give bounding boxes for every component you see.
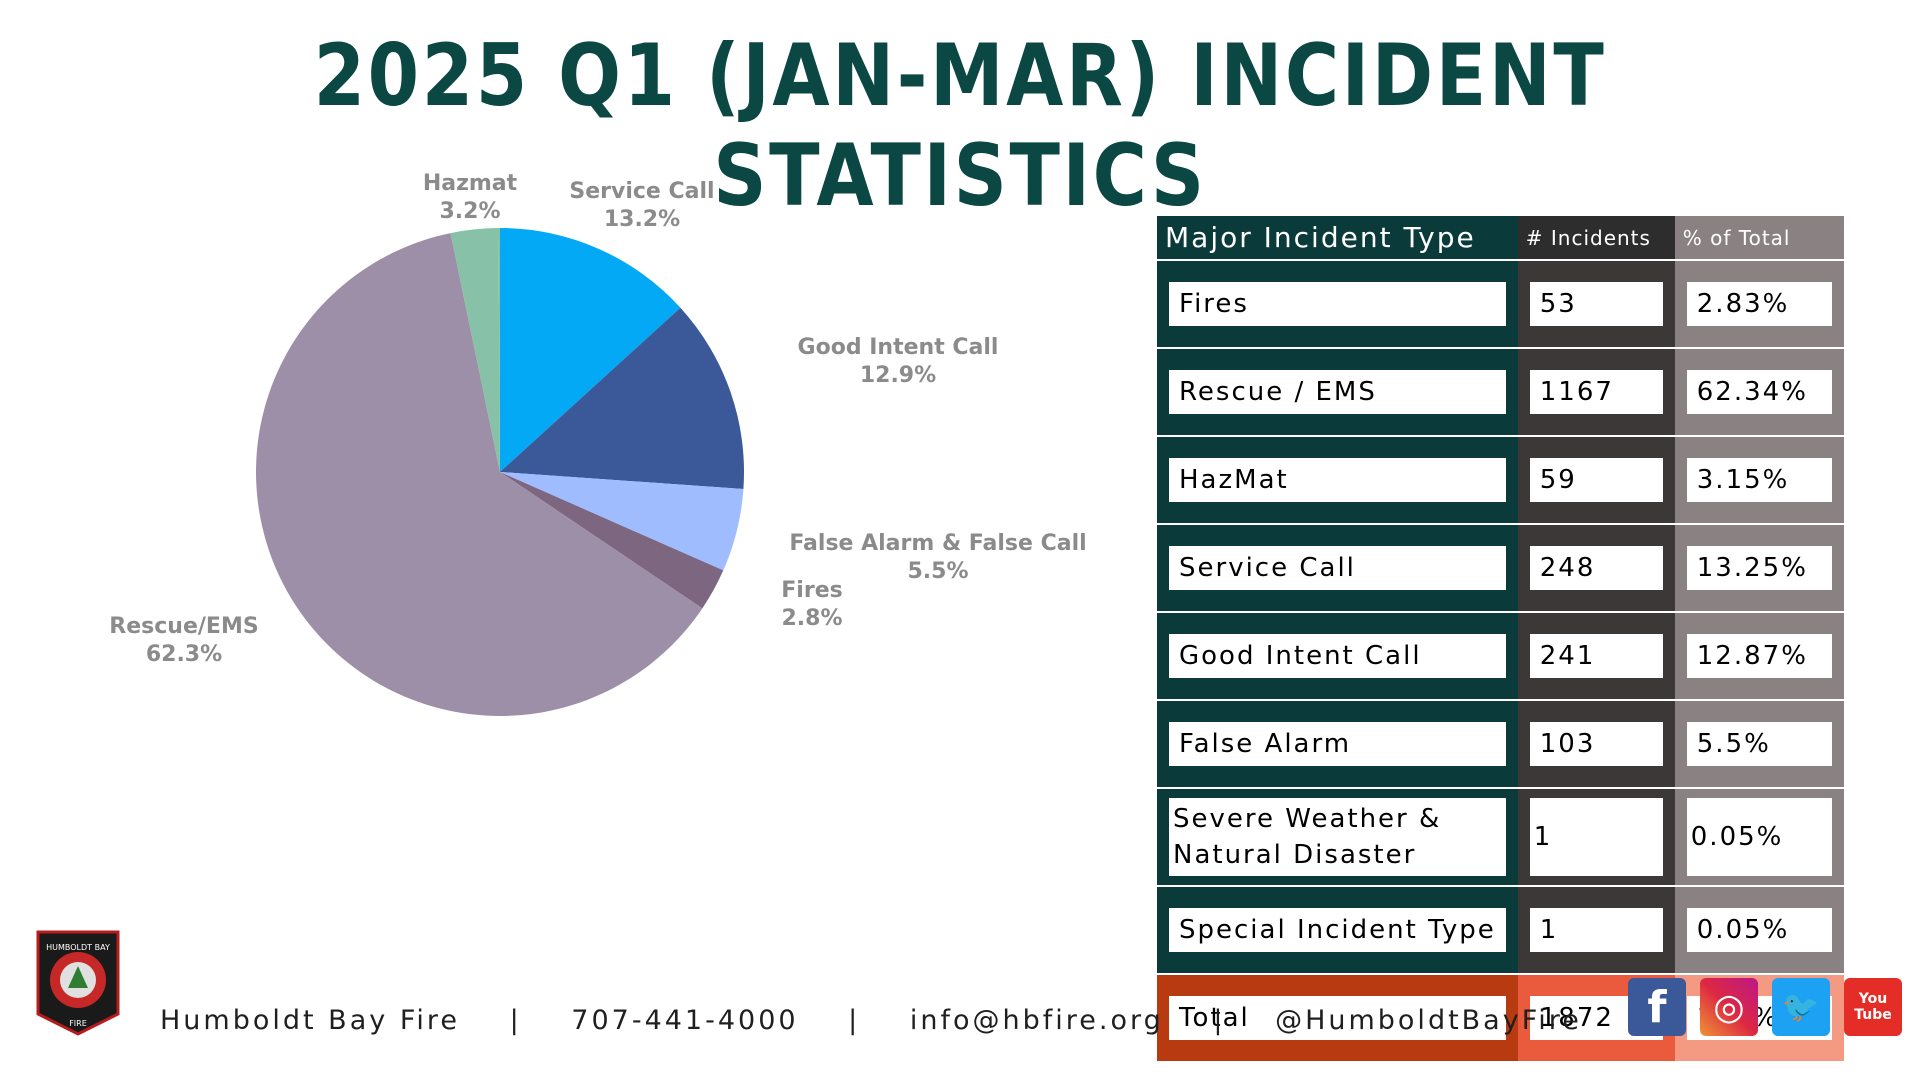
footer-separator: | bbox=[848, 1005, 861, 1036]
table-row: Service Call 248 13.25% bbox=[1157, 524, 1844, 612]
slice-percent-label: 62.3% bbox=[146, 642, 222, 667]
logo-text-top: HUMBOLDT BAY bbox=[46, 943, 110, 952]
incident-count-cell: 103 bbox=[1529, 722, 1663, 766]
pie-slice-other bbox=[498, 228, 500, 472]
pie-slice-rescue-ems bbox=[255, 233, 703, 716]
instagram-icon[interactable]: ◎ bbox=[1700, 978, 1758, 1036]
footer-phone[interactable]: 707-441-4000 bbox=[571, 1005, 799, 1036]
slice-label: Fires bbox=[781, 578, 842, 603]
incident-type-cell: Service Call bbox=[1169, 546, 1506, 590]
incident-percent-cell: 62.34% bbox=[1686, 370, 1832, 414]
pie-slice-fires bbox=[500, 472, 724, 609]
footer-email[interactable]: info@hbfire.org bbox=[909, 1005, 1164, 1036]
pie-slice-false-alarm-false-call bbox=[500, 472, 744, 571]
table-row: Special Incident Type 1 0.05% bbox=[1157, 886, 1844, 974]
slice-percent-label: 13.2% bbox=[604, 207, 680, 232]
footer-social-handle[interactable]: @HumboldtBayFire bbox=[1275, 1005, 1582, 1036]
incident-percent-cell: 12.87% bbox=[1686, 634, 1832, 678]
incident-percent-cell: 5.5% bbox=[1686, 722, 1832, 766]
slice-label: False Alarm & False Call bbox=[789, 531, 1086, 556]
header-incidents: # Incidents bbox=[1517, 216, 1675, 260]
table-row: Rescue / EMS 1167 62.34% bbox=[1157, 348, 1844, 436]
table-row: Severe Weather & Natural Disaster 1 0.05… bbox=[1157, 788, 1844, 886]
incident-count-cell: 53 bbox=[1529, 282, 1663, 326]
social-icons: f ◎ 🐦 You Tube bbox=[1628, 978, 1902, 1036]
incident-count-cell: 59 bbox=[1529, 458, 1663, 502]
table-row: Fires 53 2.83% bbox=[1157, 260, 1844, 348]
slice-percent-label: 12.9% bbox=[860, 363, 936, 388]
incident-type-cell: Good Intent Call bbox=[1169, 634, 1506, 678]
total-label-cell: Total bbox=[1169, 996, 1506, 1040]
twitter-icon[interactable]: 🐦 bbox=[1772, 978, 1830, 1036]
slice-label: Good Intent Call bbox=[798, 335, 999, 360]
slice-label: Hazmat bbox=[423, 171, 518, 196]
humboldt-bay-fire-logo: HUMBOLDT BAY FIRE bbox=[36, 930, 120, 1036]
incident-type-cell: Special Incident Type bbox=[1169, 908, 1506, 952]
incident-percent-cell: 0.05% bbox=[1686, 908, 1832, 952]
pie-slice-hazmat bbox=[450, 228, 500, 472]
slice-label: Service Call bbox=[569, 179, 714, 204]
header-incident-type: Major Incident Type bbox=[1157, 216, 1518, 260]
slice-percent-label: 2.8% bbox=[781, 606, 842, 631]
incident-count-cell: 1 bbox=[1529, 798, 1663, 876]
pie-slice-good-intent-call bbox=[500, 307, 744, 489]
incident-percent-cell: 13.25% bbox=[1686, 546, 1832, 590]
incident-percent-cell: 2.83% bbox=[1686, 282, 1832, 326]
logo-text-bottom: FIRE bbox=[69, 1019, 87, 1028]
incident-type-cell: False Alarm bbox=[1169, 722, 1506, 766]
incident-type-cell: Severe Weather & Natural Disaster bbox=[1169, 798, 1506, 876]
incident-count-cell: 241 bbox=[1529, 634, 1663, 678]
slice-label: Rescue/EMS bbox=[109, 614, 258, 639]
facebook-icon[interactable]: f bbox=[1628, 978, 1686, 1036]
incident-count-cell: 248 bbox=[1529, 546, 1663, 590]
footer-separator: | bbox=[1213, 1005, 1226, 1036]
incident-percent-cell: 0.05% bbox=[1686, 798, 1832, 876]
slice-percent-label: 5.5% bbox=[907, 559, 968, 584]
incident-percent-cell: 3.15% bbox=[1686, 458, 1832, 502]
incident-type-cell: Rescue / EMS bbox=[1169, 370, 1506, 414]
footer-separator: | bbox=[509, 1005, 522, 1036]
incident-count-cell: 1167 bbox=[1529, 370, 1663, 414]
table-row: False Alarm 103 5.5% bbox=[1157, 700, 1844, 788]
page-title: 2025 Q1 (JAN-MAR) INCIDENT STATISTICS bbox=[313, 26, 1607, 226]
incident-type-cell: Fires bbox=[1169, 282, 1506, 326]
header-percent: % of Total bbox=[1674, 216, 1844, 260]
incident-table: Major Incident Type # Incidents % of Tot… bbox=[1157, 216, 1844, 1063]
table-row: Good Intent Call 241 12.87% bbox=[1157, 612, 1844, 700]
footer-org-name: Humboldt Bay Fire bbox=[160, 1005, 460, 1036]
pie-chart: Service Call 13.2% Good Intent Call 12.9% Fa… bbox=[109, 171, 1087, 716]
pie-slice-service-call bbox=[500, 228, 681, 472]
footer-contact-bar: Humboldt Bay Fire | 707-441-4000 | info@… bbox=[160, 1005, 1582, 1036]
table-row: HazMat 59 3.15% bbox=[1157, 436, 1844, 524]
youtube-icon[interactable]: You Tube bbox=[1844, 978, 1902, 1036]
slice-percent-label: 3.2% bbox=[439, 199, 500, 224]
incident-type-cell: HazMat bbox=[1169, 458, 1506, 502]
incident-count-cell: 1 bbox=[1529, 908, 1663, 952]
